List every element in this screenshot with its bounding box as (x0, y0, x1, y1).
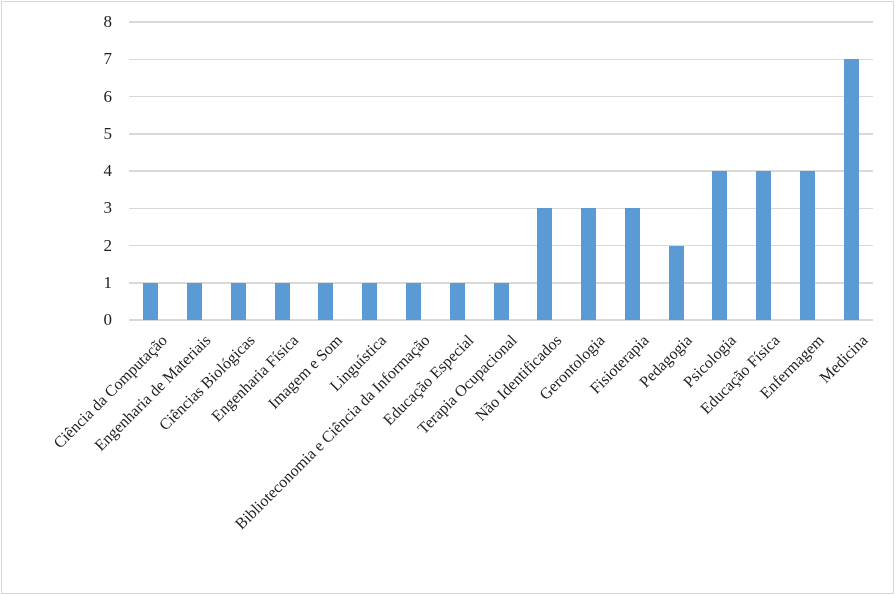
y-axis-tick-label: 2 (103, 235, 113, 255)
gridline (129, 319, 873, 321)
bar (187, 282, 203, 320)
bar (581, 208, 597, 320)
bar (362, 282, 378, 320)
gridline (129, 170, 873, 172)
bar (230, 282, 246, 320)
y-axis-tick-label: 5 (103, 123, 113, 143)
bar (493, 282, 509, 320)
gridline (129, 95, 873, 98)
gridline (129, 207, 873, 209)
bar (449, 282, 465, 320)
y-axis-tick-label: 1 (103, 272, 113, 292)
y-axis-tick-label: 6 (103, 86, 113, 106)
gridline (129, 21, 873, 23)
bar (318, 282, 334, 320)
y-axis-tick-label: 0 (103, 310, 113, 329)
bar (712, 171, 728, 320)
bar (756, 171, 772, 320)
gridline (129, 58, 873, 60)
bar (537, 208, 553, 320)
bar (799, 171, 815, 320)
y-axis-tick-label: 7 (103, 49, 113, 69)
bar (143, 282, 159, 320)
bar (274, 282, 290, 320)
bar (843, 59, 859, 320)
bar (405, 282, 421, 320)
y-axis-tick-label: 8 (103, 12, 113, 31)
y-axis-tick-label: 4 (103, 161, 113, 180)
gridline (129, 244, 873, 247)
gridline (129, 133, 873, 135)
bar (624, 208, 640, 320)
bar (668, 245, 684, 320)
y-axis-tick-label: 3 (103, 198, 113, 218)
